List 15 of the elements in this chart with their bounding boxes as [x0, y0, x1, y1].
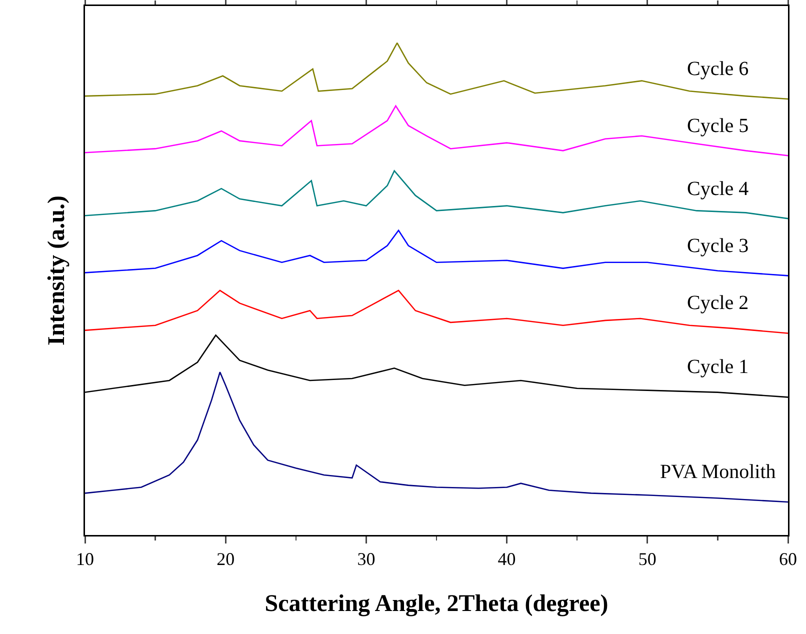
- series-label: Cycle 2: [687, 292, 749, 314]
- series-label: Cycle 1: [687, 356, 749, 378]
- y-axis-title: Intensity (a.u.): [44, 195, 70, 346]
- x-tick-label: 40: [498, 549, 516, 570]
- x-tick-label: 60: [779, 549, 797, 570]
- x-axis-title: Scattering Angle, 2Theta (degree): [264, 591, 608, 618]
- x-tick-label: 30: [357, 549, 376, 570]
- x-tick-label: 20: [216, 549, 235, 570]
- series-label: Cycle 4: [687, 178, 749, 200]
- x-tick-label: 50: [638, 549, 656, 570]
- series-label: PVA Monolith: [660, 461, 776, 483]
- x-tick-label: 10: [76, 549, 94, 570]
- series-label: Cycle 3: [687, 235, 749, 257]
- series-label: Cycle 5: [687, 115, 749, 137]
- series-label: Cycle 6: [687, 58, 749, 80]
